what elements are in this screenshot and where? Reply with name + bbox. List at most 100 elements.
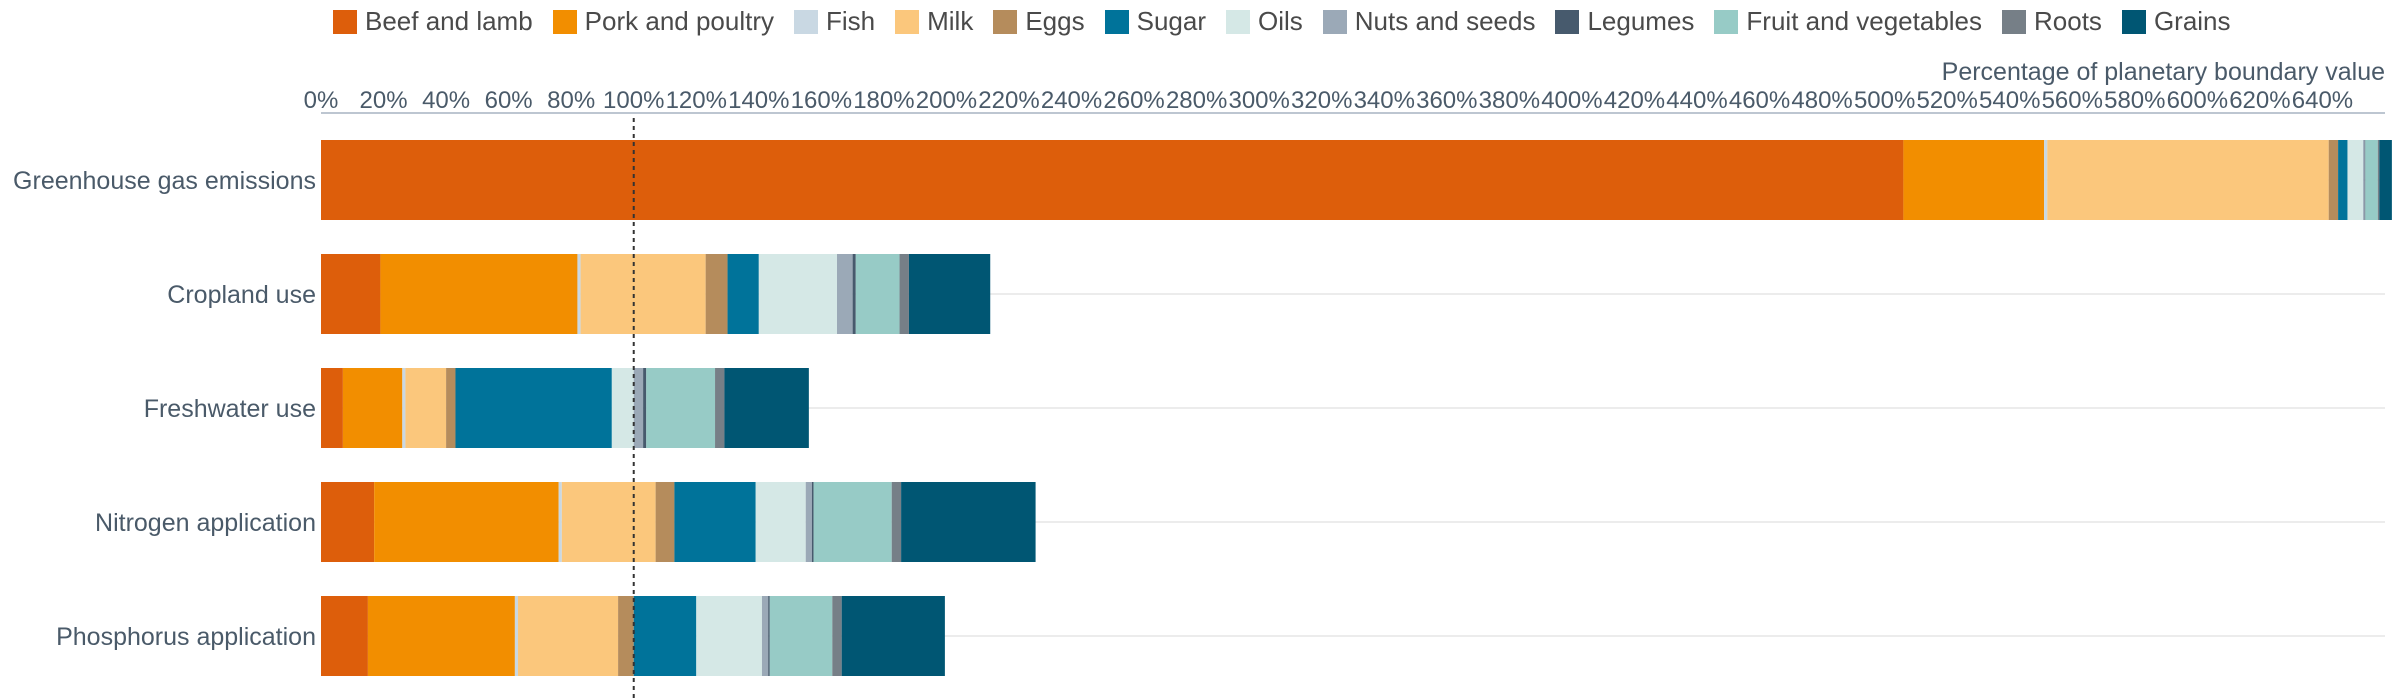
bar-segment: [2363, 140, 2365, 220]
bar-segment: [755, 482, 806, 562]
x-tick-label: 300%: [1228, 87, 1289, 114]
legend-label: Beef and lamb: [365, 6, 533, 36]
bar-segment: [367, 596, 515, 676]
x-tick-label: 580%: [2104, 87, 2165, 114]
x-tick-label: 520%: [1916, 87, 1977, 114]
legend-item[interactable]: Grains: [2121, 6, 2231, 37]
bar-segment: [514, 596, 519, 676]
bar-segment: [633, 596, 697, 676]
legend-item[interactable]: Eggs: [993, 6, 1085, 37]
x-tick-label: 80%: [547, 87, 595, 114]
bar-segment: [321, 482, 375, 562]
x-tick-label: 140%: [728, 87, 789, 114]
category-label: Phosphorus application: [56, 623, 316, 651]
bar-segment: [2365, 140, 2378, 220]
bar-segment: [908, 254, 991, 334]
x-tick-label: 40%: [422, 87, 470, 114]
x-tick-label: 220%: [978, 87, 1039, 114]
legend-swatch: [1104, 9, 1129, 34]
bar-segment: [405, 368, 447, 448]
x-tick-label: 340%: [1354, 87, 1415, 114]
legend-item[interactable]: Roots: [2002, 6, 2102, 37]
legend-label: Roots: [2034, 6, 2102, 36]
legend-swatch: [1714, 9, 1739, 34]
legend-swatch: [794, 9, 818, 34]
x-tick-label: 640%: [2292, 87, 2353, 114]
bar-segment: [655, 482, 675, 562]
legend-label: Fish: [826, 6, 876, 36]
legend-swatch: [1226, 9, 1250, 34]
x-tick-label: 480%: [1791, 87, 1852, 114]
bar-segment: [674, 482, 756, 562]
bar-segment: [855, 254, 900, 334]
legend-swatch: [333, 9, 357, 34]
bar-segment: [891, 482, 902, 562]
bar-segment: [811, 482, 814, 562]
bar-segment: [841, 596, 945, 676]
legend-swatch: [552, 9, 577, 34]
legend-item[interactable]: Sugar: [1104, 6, 1206, 37]
bar-segment: [580, 254, 706, 334]
x-tick-label: 400%: [1541, 87, 1602, 114]
x-tick-label: 120%: [666, 87, 727, 114]
legend-item[interactable]: Pork and poultry: [552, 6, 774, 37]
bar-segment: [618, 596, 634, 676]
x-tick-label: 180%: [853, 87, 914, 114]
legend-label: Sugar: [1136, 6, 1206, 36]
legend-item[interactable]: Milk: [895, 6, 973, 37]
legend-item[interactable]: Beef and lamb: [333, 6, 533, 37]
legend-label: Fruit and vegetables: [1746, 6, 1983, 36]
x-tick-label: 280%: [1166, 87, 1227, 114]
bar-segment: [2044, 140, 2048, 220]
bar-segment: [805, 482, 812, 562]
x-tick-label: 100%: [603, 87, 664, 114]
bar-segment: [646, 368, 716, 448]
x-tick-label: 620%: [2229, 87, 2290, 114]
bar-segment: [611, 368, 634, 448]
legend-swatch: [2002, 9, 2027, 34]
bar-segment: [321, 254, 381, 334]
legend: Beef and lamb Pork and poultry Fish Milk Egg…: [333, 6, 2251, 37]
bar-segment: [2377, 140, 2380, 220]
bar-segment: [455, 368, 612, 448]
legend-label: Nuts and seeds: [1354, 6, 1536, 36]
bar-segment: [852, 254, 856, 334]
legend-swatch: [1555, 9, 1580, 34]
x-tick-label: 260%: [1103, 87, 1164, 114]
x-tick-label: 500%: [1854, 87, 1915, 114]
x-tick-label: 320%: [1291, 87, 1352, 114]
legend-item[interactable]: Oils: [1226, 6, 1303, 37]
legend-item[interactable]: Fish: [794, 6, 875, 37]
bar-segment: [813, 482, 892, 562]
bar-segment: [837, 254, 853, 334]
x-tick-label: 60%: [485, 87, 533, 114]
bar-segment: [2047, 140, 2329, 220]
bar-segment: [342, 368, 403, 448]
bar-segment: [727, 254, 759, 334]
bar-segment: [446, 368, 456, 448]
x-tick-label: 20%: [360, 87, 408, 114]
legend-label: Milk: [927, 6, 974, 36]
bar-segment: [899, 254, 909, 334]
x-tick-label: 440%: [1666, 87, 1727, 114]
legend-label: Legumes: [1587, 6, 1695, 36]
legend-label: Pork and poultry: [584, 6, 774, 36]
bar-segment: [577, 254, 581, 334]
bar-segment: [758, 254, 837, 334]
legend-label: Oils: [1258, 6, 1303, 36]
legend-item[interactable]: Legumes: [1555, 6, 1694, 37]
x-tick-label: 0%: [304, 87, 339, 114]
bar-segment: [374, 482, 559, 562]
legend-item[interactable]: Fruit and vegetables: [1714, 6, 1982, 37]
legend-swatch: [895, 9, 920, 34]
bar-segment: [901, 482, 1036, 562]
bar-segment: [2347, 140, 2364, 220]
bar-segment: [558, 482, 562, 562]
legend-swatch: [2121, 9, 2146, 34]
x-tick-label: 360%: [1416, 87, 1477, 114]
bar-segment: [561, 482, 656, 562]
x-tick-label: 540%: [1979, 87, 2040, 114]
legend-item[interactable]: Nuts and seeds: [1322, 6, 1536, 37]
x-axis-title: Percentage of planetary boundary value: [1942, 58, 2385, 86]
